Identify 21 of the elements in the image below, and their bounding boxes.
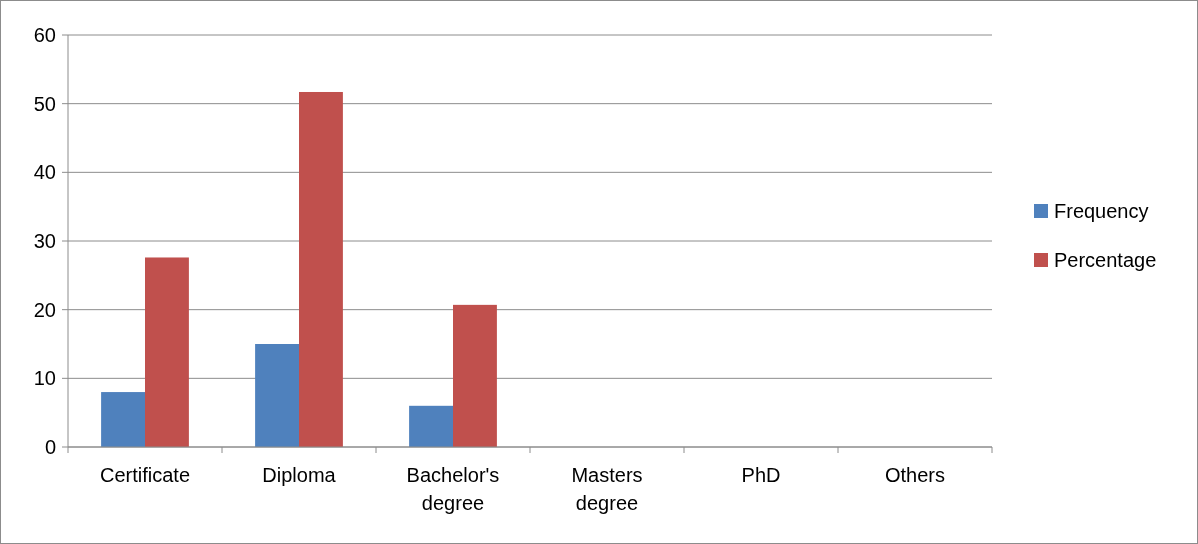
- y-tick-label: 40: [33, 161, 56, 184]
- x-tick-label: PhD: [741, 464, 781, 486]
- y-tick-label: 60: [33, 24, 56, 46]
- x-tick-label: Diploma: [262, 464, 337, 486]
- bar: [453, 304, 497, 447]
- y-tick-label: 50: [33, 92, 56, 115]
- bar: [101, 392, 145, 447]
- bar: [409, 405, 453, 447]
- legend-label: Percentage: [1054, 249, 1157, 271]
- x-tick-label: Certificate: [99, 464, 191, 486]
- y-tick-label: 10: [33, 367, 56, 390]
- y-tick-label: 20: [33, 298, 56, 321]
- x-tick-label: Others: [884, 464, 946, 486]
- x-tick-label: Masters degree: [571, 464, 643, 514]
- bar: [299, 91, 343, 447]
- x-tick-label: Bachelor's degree: [406, 464, 500, 514]
- legend-label: Frequency: [1054, 200, 1149, 222]
- bar: [255, 344, 299, 447]
- bar: [145, 257, 189, 447]
- y-tick-label: 30: [33, 230, 56, 252]
- y-tick-label: 0: [44, 436, 56, 458]
